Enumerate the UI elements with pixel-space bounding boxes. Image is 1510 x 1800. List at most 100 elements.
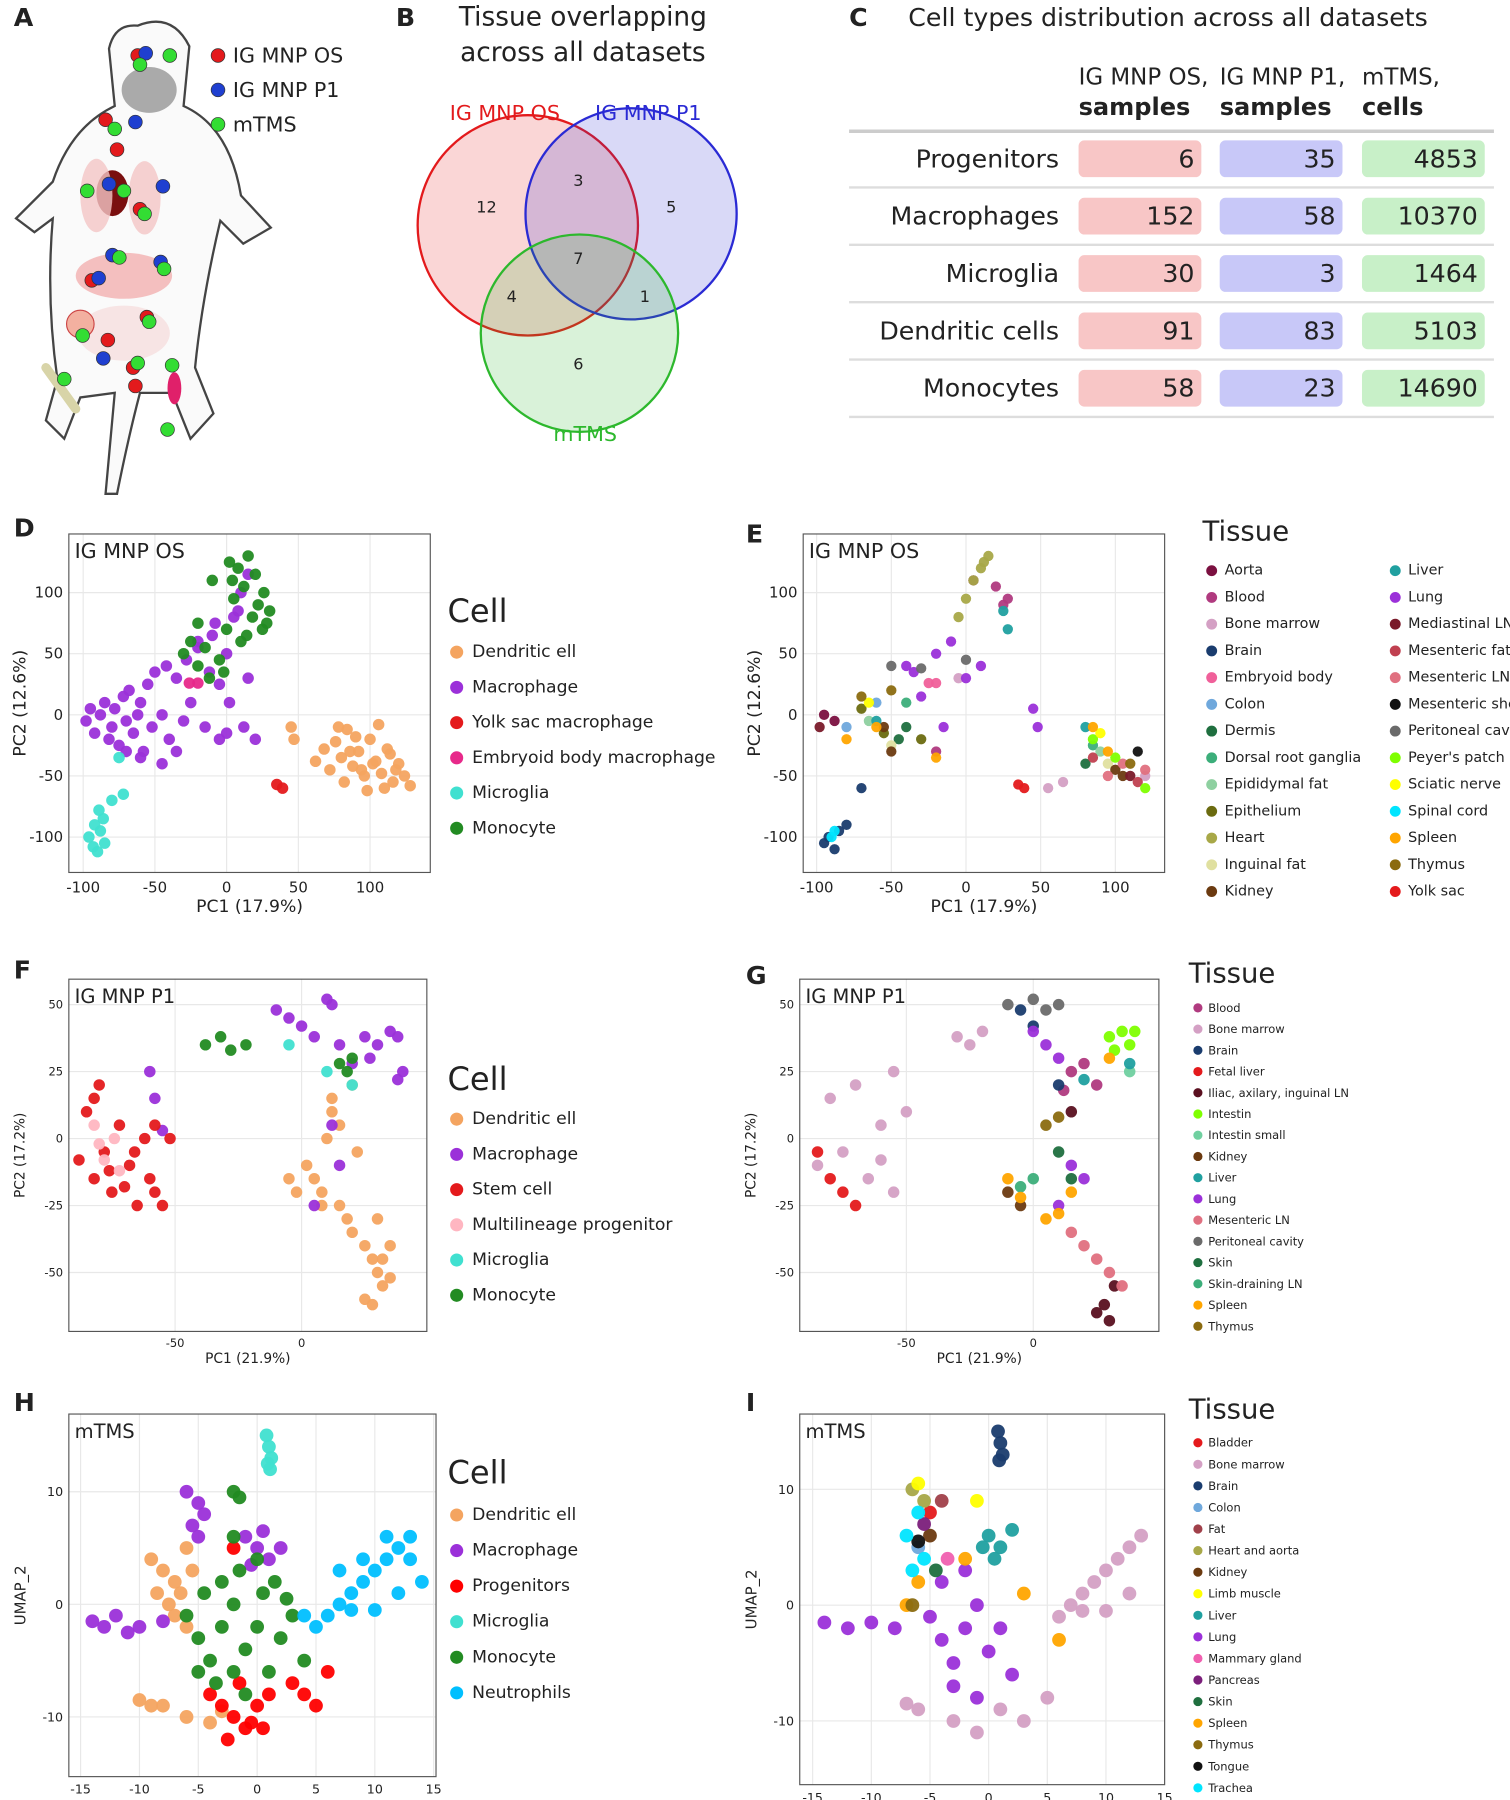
x-tick-label: 100 [356,878,384,896]
y-tick-label: 0 [56,1132,63,1146]
legend-label: Lung [1208,1192,1236,1206]
plot-frame [68,533,431,874]
legend-swatch [1193,1024,1203,1034]
legend-swatch [1389,859,1401,871]
point [191,1496,206,1510]
legend-swatch [1389,779,1401,791]
table-title: Cell types distribution across all datas… [908,3,1428,32]
point [163,733,175,746]
legend-swatch [1193,1300,1203,1310]
point [246,611,259,623]
legend-label: Colon [1208,1500,1241,1514]
point [123,684,135,697]
x-axis-label: PC1 (21.9%) [937,1351,1022,1367]
point [344,1586,359,1600]
point [901,721,912,733]
point [1014,1191,1027,1204]
point [156,1199,169,1212]
point [1087,721,1099,733]
panel-label: C [849,3,868,32]
point [232,605,244,617]
point [132,1693,147,1707]
point [1052,998,1065,1011]
point [226,1597,241,1612]
point [97,1619,112,1634]
legend-label: Liver [1408,563,1443,579]
legend-label: Intestin small [1208,1128,1285,1142]
plot-frame [68,978,428,1333]
legend-swatch [1389,672,1401,684]
point [917,1494,931,1508]
point [238,1687,253,1702]
point [1057,776,1069,788]
point [392,1073,404,1086]
point [829,844,840,855]
point [108,1132,121,1145]
x-tick-label: -50 [143,878,167,896]
row-label: Monocytes [923,374,1059,403]
legend-label: Tongue [1207,1759,1249,1773]
legend-swatch [450,821,464,835]
legend-label: Lung [1408,589,1443,605]
point [250,1619,265,1634]
point [326,1119,338,1131]
panel-label: G [746,961,767,990]
point [341,1213,353,1225]
point [283,1039,295,1051]
point [371,1213,384,1225]
legend-swatch [1206,565,1218,577]
point [144,1552,159,1567]
legend-title: Cell [447,1454,507,1492]
point [113,1164,126,1177]
point [818,837,830,849]
point [220,1732,235,1747]
table-cell [1361,312,1485,350]
x-tick-label: 100 [1101,878,1129,896]
legend-swatch [1206,645,1218,657]
y-tick-label: 0 [54,706,63,724]
point [156,1563,170,1578]
venn-set [479,233,680,434]
y-tick-label: 50 [49,998,64,1012]
legend-title: Tissue [1201,516,1289,548]
point [197,1507,212,1522]
point [1052,1146,1065,1158]
point [160,660,173,672]
point [185,696,197,709]
point [318,743,330,755]
point [88,1173,100,1185]
legend-swatch [1193,1632,1203,1642]
point [273,1631,288,1646]
point [1052,1207,1065,1220]
table-value: 10370 [1398,202,1478,231]
plot-frame [799,1413,1166,1786]
point [1080,758,1091,769]
legend-swatch [1193,1459,1203,1469]
point [128,1146,141,1158]
legend-swatch [1206,698,1218,710]
legend-label: Thymus [1207,1319,1254,1333]
point [367,757,379,770]
legend-swatch [1193,1524,1203,1534]
point [384,1239,396,1252]
point [149,1186,161,1198]
point [367,1603,382,1617]
point [871,721,882,733]
table-cell [1078,255,1202,292]
legend-label: Thymus [1407,857,1465,873]
point [829,715,840,727]
point [106,721,118,733]
point [240,1039,252,1051]
legend-swatch [1206,752,1218,764]
point [1132,746,1143,757]
point [1065,1106,1078,1118]
point [267,1574,282,1589]
x-tick-label: -100 [800,878,834,896]
plot-area [68,533,431,873]
point [1117,770,1128,782]
x-tick-label: 0 [985,1790,993,1800]
point [262,1552,276,1567]
point [332,1597,347,1612]
legend-title: Cell [447,592,507,630]
point [366,1253,379,1265]
